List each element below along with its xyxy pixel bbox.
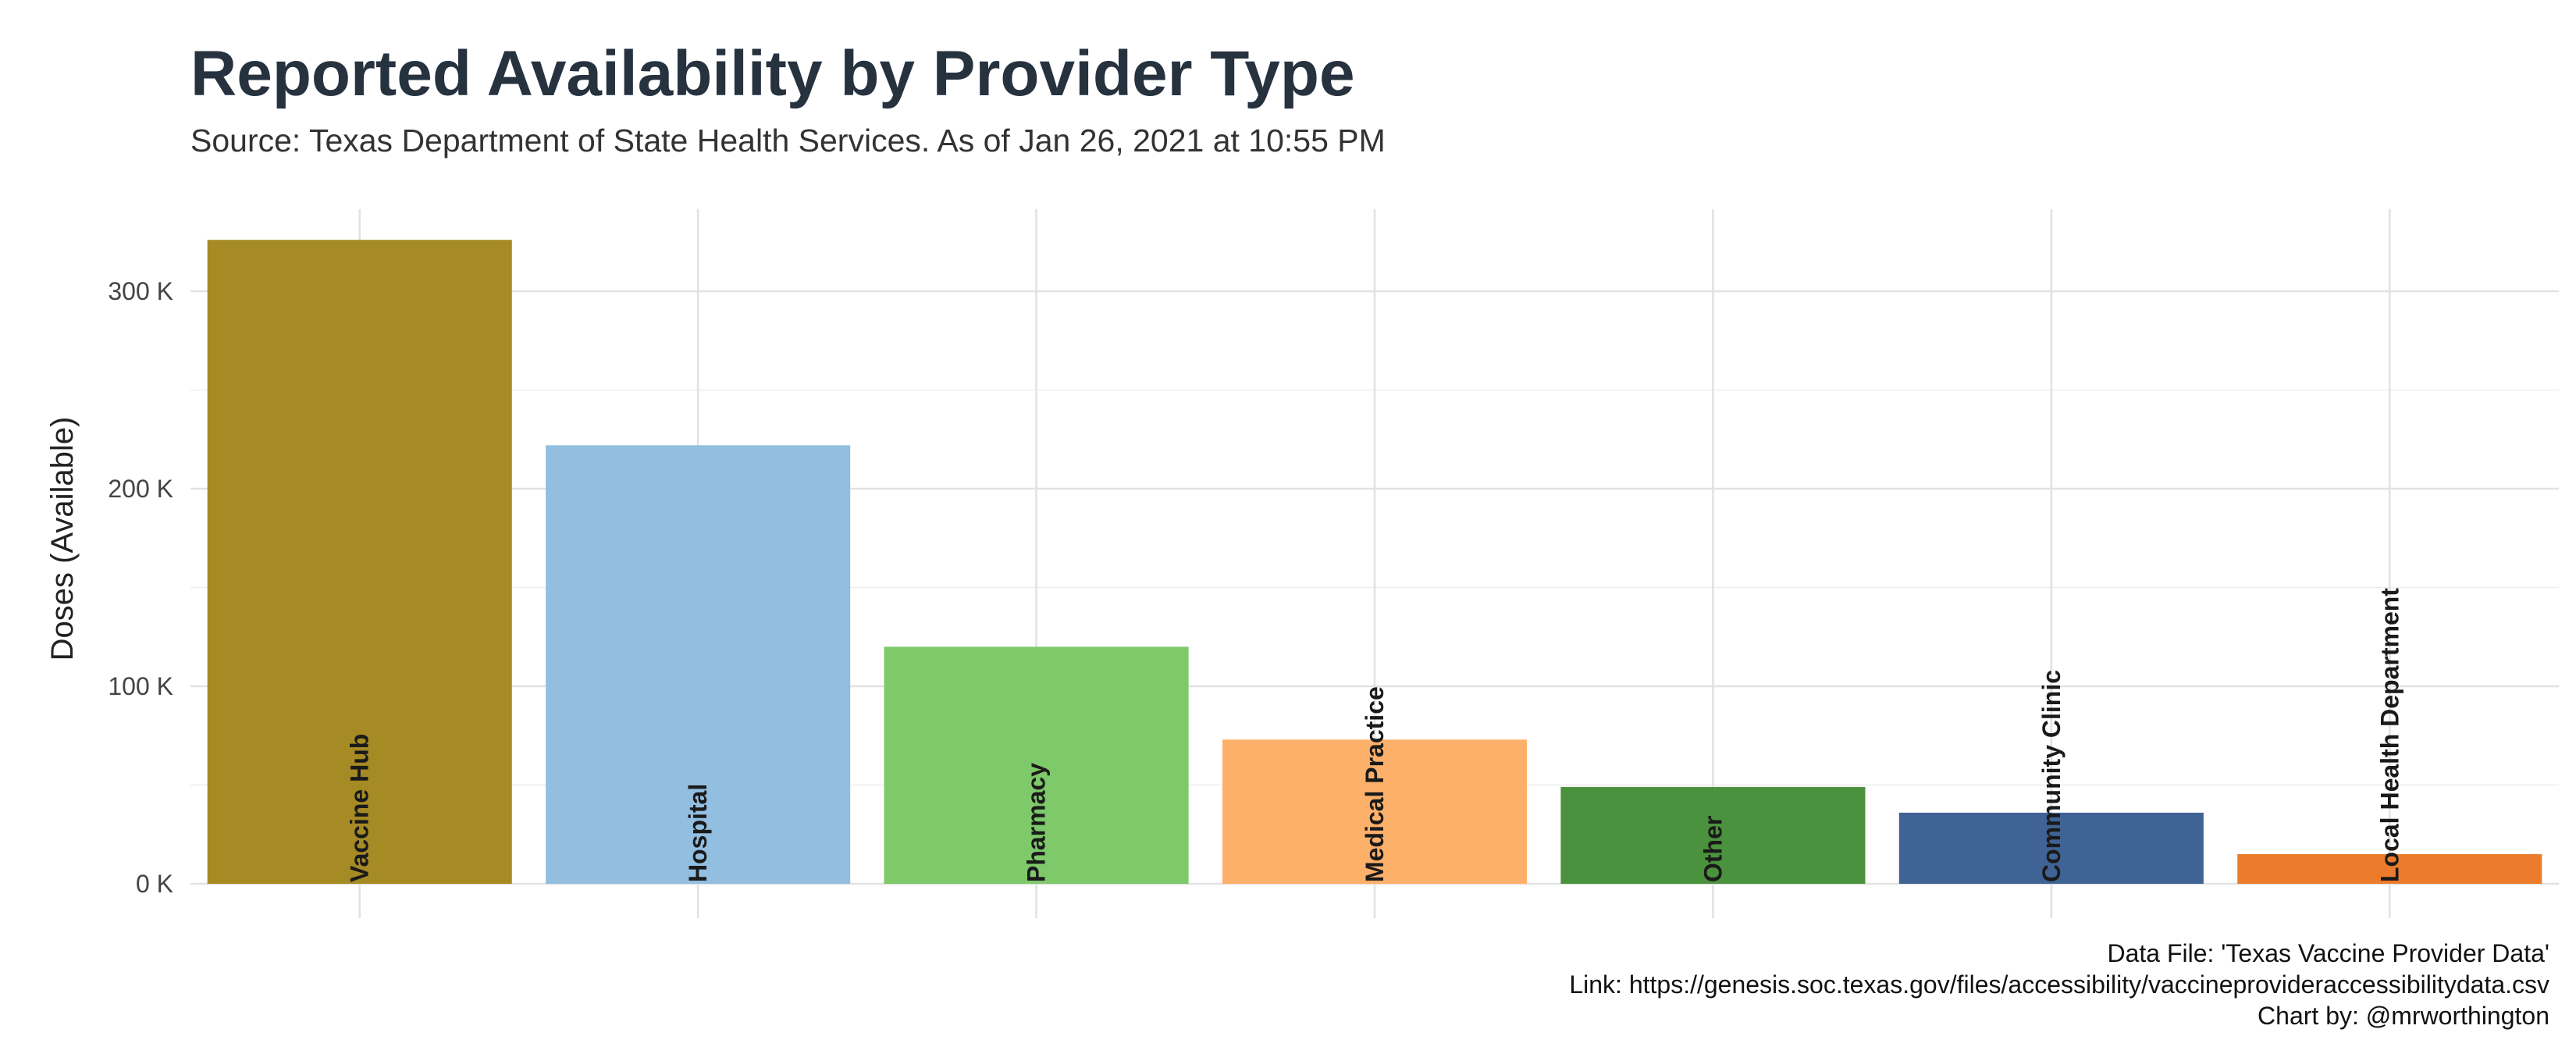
caption: Data File: 'Texas Vaccine Provider Data'… bbox=[1569, 939, 2549, 1030]
y-tick-label: 200 K bbox=[108, 475, 173, 503]
bar-label: Local Health Department bbox=[2375, 588, 2403, 882]
bar-label: Other bbox=[1699, 816, 1727, 882]
y-tick-label: 0 K bbox=[136, 870, 173, 898]
y-tick-label: 300 K bbox=[108, 277, 173, 305]
bar bbox=[546, 445, 851, 884]
caption-link: Link: https://genesis.soc.texas.gov/file… bbox=[1569, 970, 2549, 999]
chart-title: Reported Availability by Provider Type bbox=[190, 38, 1355, 109]
bar bbox=[207, 240, 512, 885]
bars bbox=[207, 240, 2542, 885]
y-axis-ticks: 0 K 100 K 200 K 300 K bbox=[108, 277, 173, 898]
bar-labels: Vaccine Hub Hospital Pharmacy Medical Pract… bbox=[346, 588, 2404, 882]
y-tick-label: 100 K bbox=[108, 672, 173, 700]
bar-label: Medical Practice bbox=[1361, 686, 1389, 882]
y-axis-label: Doses (Available) bbox=[45, 417, 80, 661]
bar bbox=[1222, 739, 1528, 884]
bar bbox=[1560, 787, 1866, 884]
bar bbox=[884, 646, 1189, 884]
caption-chart-by: Chart by: @mrworthington bbox=[2258, 1002, 2549, 1030]
bar bbox=[2237, 854, 2542, 884]
bar-label: Vaccine Hub bbox=[346, 734, 374, 882]
chart-subtitle: Source: Texas Department of State Health… bbox=[190, 123, 1386, 158]
bar-label: Hospital bbox=[684, 784, 712, 882]
bar bbox=[1898, 812, 2204, 884]
caption-data-file: Data File: 'Texas Vaccine Provider Data' bbox=[2107, 939, 2549, 967]
bar-label: Community Clinic bbox=[2037, 670, 2065, 882]
bar-label: Pharmacy bbox=[1023, 763, 1051, 882]
